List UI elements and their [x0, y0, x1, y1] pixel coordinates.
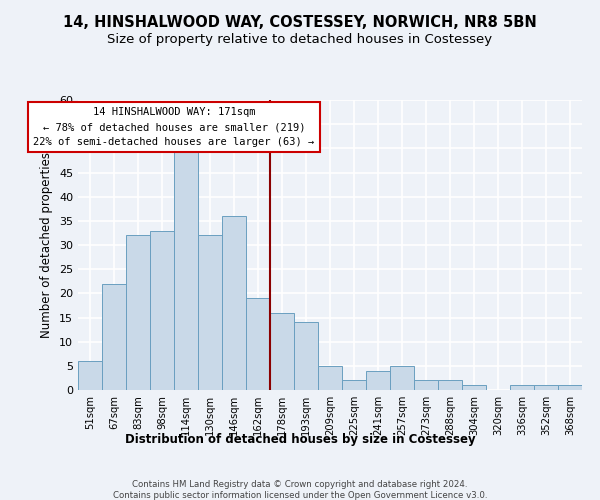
Bar: [342, 380, 366, 390]
Text: Distribution of detached houses by size in Costessey: Distribution of detached houses by size …: [125, 432, 475, 446]
Bar: [366, 370, 390, 390]
Bar: [318, 366, 342, 390]
Bar: [246, 298, 270, 390]
Bar: [126, 236, 150, 390]
Bar: [270, 312, 294, 390]
Bar: [150, 230, 174, 390]
Bar: [78, 361, 102, 390]
Text: Size of property relative to detached houses in Costessey: Size of property relative to detached ho…: [107, 32, 493, 46]
Bar: [198, 236, 222, 390]
Text: 14 HINSHALWOOD WAY: 171sqm
← 78% of detached houses are smaller (219)
22% of sem: 14 HINSHALWOOD WAY: 171sqm ← 78% of deta…: [34, 108, 314, 147]
Bar: [510, 385, 534, 390]
Text: Contains HM Land Registry data © Crown copyright and database right 2024.: Contains HM Land Registry data © Crown c…: [132, 480, 468, 489]
Bar: [462, 385, 486, 390]
Bar: [390, 366, 414, 390]
Bar: [294, 322, 318, 390]
Bar: [558, 385, 582, 390]
Text: Contains public sector information licensed under the Open Government Licence v3: Contains public sector information licen…: [113, 491, 487, 500]
Bar: [174, 148, 198, 390]
Bar: [222, 216, 246, 390]
Y-axis label: Number of detached properties: Number of detached properties: [40, 152, 53, 338]
Bar: [102, 284, 126, 390]
Text: 14, HINSHALWOOD WAY, COSTESSEY, NORWICH, NR8 5BN: 14, HINSHALWOOD WAY, COSTESSEY, NORWICH,…: [63, 15, 537, 30]
Bar: [534, 385, 558, 390]
Bar: [414, 380, 438, 390]
Bar: [438, 380, 462, 390]
